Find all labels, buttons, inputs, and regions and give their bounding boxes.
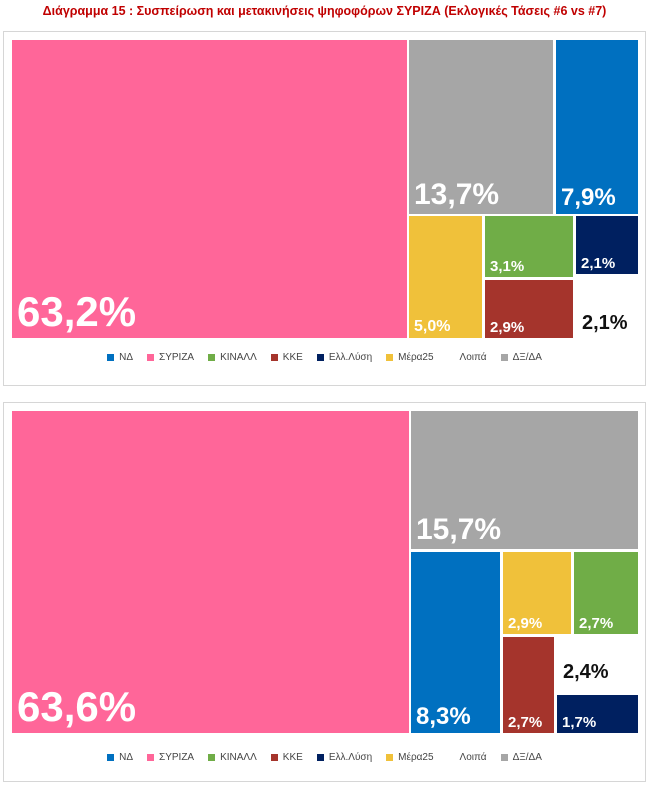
tile-κκε: 2,9% [485,280,573,338]
tile-νδ: 8,3% [411,552,500,733]
legend-label: Λοιπά [459,752,487,763]
tile-νδ: 7,9% [556,40,638,214]
tile-label-λοιπά: 2,1% [582,312,628,334]
legend-label: ΚΚΕ [282,752,303,763]
legend-item: Λοιπά [447,352,487,363]
tile-label: 3,1% [490,258,525,275]
legend-swatch [147,754,155,761]
tile-συριζα: 63,2% [12,40,407,338]
legend-swatch [500,354,508,361]
tile-label: 2,7% [579,615,614,632]
legend-label: Ελλ.Λύση [328,352,373,363]
legend-label: ΔΞ/ΔΑ [512,752,542,763]
tile-μέρα25: 5,0% [409,216,482,338]
legend-item: ΣΥΡΙΖΑ [147,752,194,763]
legend-2: ΝΔ ΣΥΡΙΖΑ ΚΙΝΑΛΛ ΚΚΕ Ελλ.Λύση Μέρα25 Λοιπά ΔΞ/Δ… [4,752,645,763]
legend-item: ΚΙΝΑΛΛ [208,352,257,363]
legend-label: Μέρα25 [398,352,434,363]
tile-label: 63,2% [17,288,137,335]
legend-label: ΝΔ [119,752,134,763]
tile-label: 1,7% [562,714,597,731]
legend-item: ΚΚΕ [270,752,303,763]
tile-label: 2,7% [508,714,543,731]
legend-swatch [386,354,394,361]
tile-κκε: 2,7% [503,637,554,733]
treemap-1: 63,2% 13,7% 7,9% 5,0% 3,1% 2,9% 2,1% 2,1% [12,40,638,338]
legend-swatch [447,354,455,361]
tile-label: 15,7% [416,513,502,546]
legend-item: Ελλ.Λύση [316,752,373,763]
chart-title: Διάγραμμα 15 : Συσπείρωση και μετακινήσε… [42,4,607,18]
legend-label: ΚΙΝΑΛΛ [220,352,257,363]
tile-δξ-δα: 13,7% [409,40,553,214]
legend-item: ΣΥΡΙΖΑ [147,352,194,363]
legend-swatch [316,754,324,761]
legend-item: ΚΚΕ [270,352,303,363]
tile-label: 8,3% [416,703,471,730]
tile-label-λοιπά: 2,4% [563,661,609,683]
legend-1: ΝΔ ΣΥΡΙΖΑ ΚΙΝΑΛΛ ΚΚΕ Ελλ.Λύση Μέρα25 Λοιπά ΔΞ/Δ… [4,352,645,363]
legend-item: ΔΞ/ΔΑ [500,752,542,763]
legend-label: Μέρα25 [398,752,434,763]
legend-swatch [500,754,508,761]
legend-label: ΚΙΝΑΛΛ [220,752,257,763]
legend-label: ΣΥΡΙΖΑ [159,752,195,763]
legend-label: ΝΔ [119,352,134,363]
tile-κιναλλ: 2,7% [574,552,638,634]
legend-item: Λοιπά [447,752,487,763]
legend-label: Λοιπά [459,352,487,363]
tile-label: 13,7% [414,178,500,211]
legend-label: ΚΚΕ [282,352,303,363]
tile-συριζα: 63,6% [12,411,409,733]
treemap-panel-2: 63,6% 15,7% 8,3% 2,9% 2,7% 2,7% 2,4% 1,7% ΝΔ ΣΥΡ… [3,402,646,782]
legend-item: ΝΔ [107,352,133,363]
legend-swatch [107,354,115,361]
legend-swatch [208,354,216,361]
tile-label: 5,0% [414,318,451,335]
legend-label: ΣΥΡΙΖΑ [159,352,195,363]
legend-item: Μέρα25 [386,352,434,363]
tile-label: 2,9% [490,319,525,336]
legend-swatch [447,754,455,761]
tile-κιναλλ: 3,1% [485,216,573,277]
tile-label: 63,6% [17,683,137,730]
treemap-panel-1: 63,2% 13,7% 7,9% 5,0% 3,1% 2,9% 2,1% 2,1% ΝΔ ΣΥΡ… [3,31,646,386]
tile-μέρα25: 2,9% [503,552,571,634]
tile-label: 2,9% [508,615,543,632]
legend-swatch [270,354,278,361]
legend-item: ΝΔ [107,752,133,763]
tile-δξ-δα: 15,7% [411,411,638,549]
legend-swatch [107,754,115,761]
legend-swatch [147,354,155,361]
legend-label: Ελλ.Λύση [328,752,373,763]
legend-item: ΚΙΝΑΛΛ [208,752,257,763]
tile-ελλ-λύση: 1,7% [557,695,638,733]
legend-swatch [208,754,216,761]
tile-ελλ-λύση: 2,1% [576,216,638,274]
legend-swatch [386,754,394,761]
tile-label: 7,9% [561,184,616,211]
legend-swatch [316,354,324,361]
treemap-2: 63,6% 15,7% 8,3% 2,9% 2,7% 2,7% 2,4% 1,7% [12,411,638,733]
legend-item: Ελλ.Λύση [316,352,373,363]
legend-item: ΔΞ/ΔΑ [500,352,542,363]
legend-swatch [270,754,278,761]
tile-label: 2,1% [581,255,616,272]
legend-item: Μέρα25 [386,752,434,763]
legend-label: ΔΞ/ΔΑ [512,352,542,363]
